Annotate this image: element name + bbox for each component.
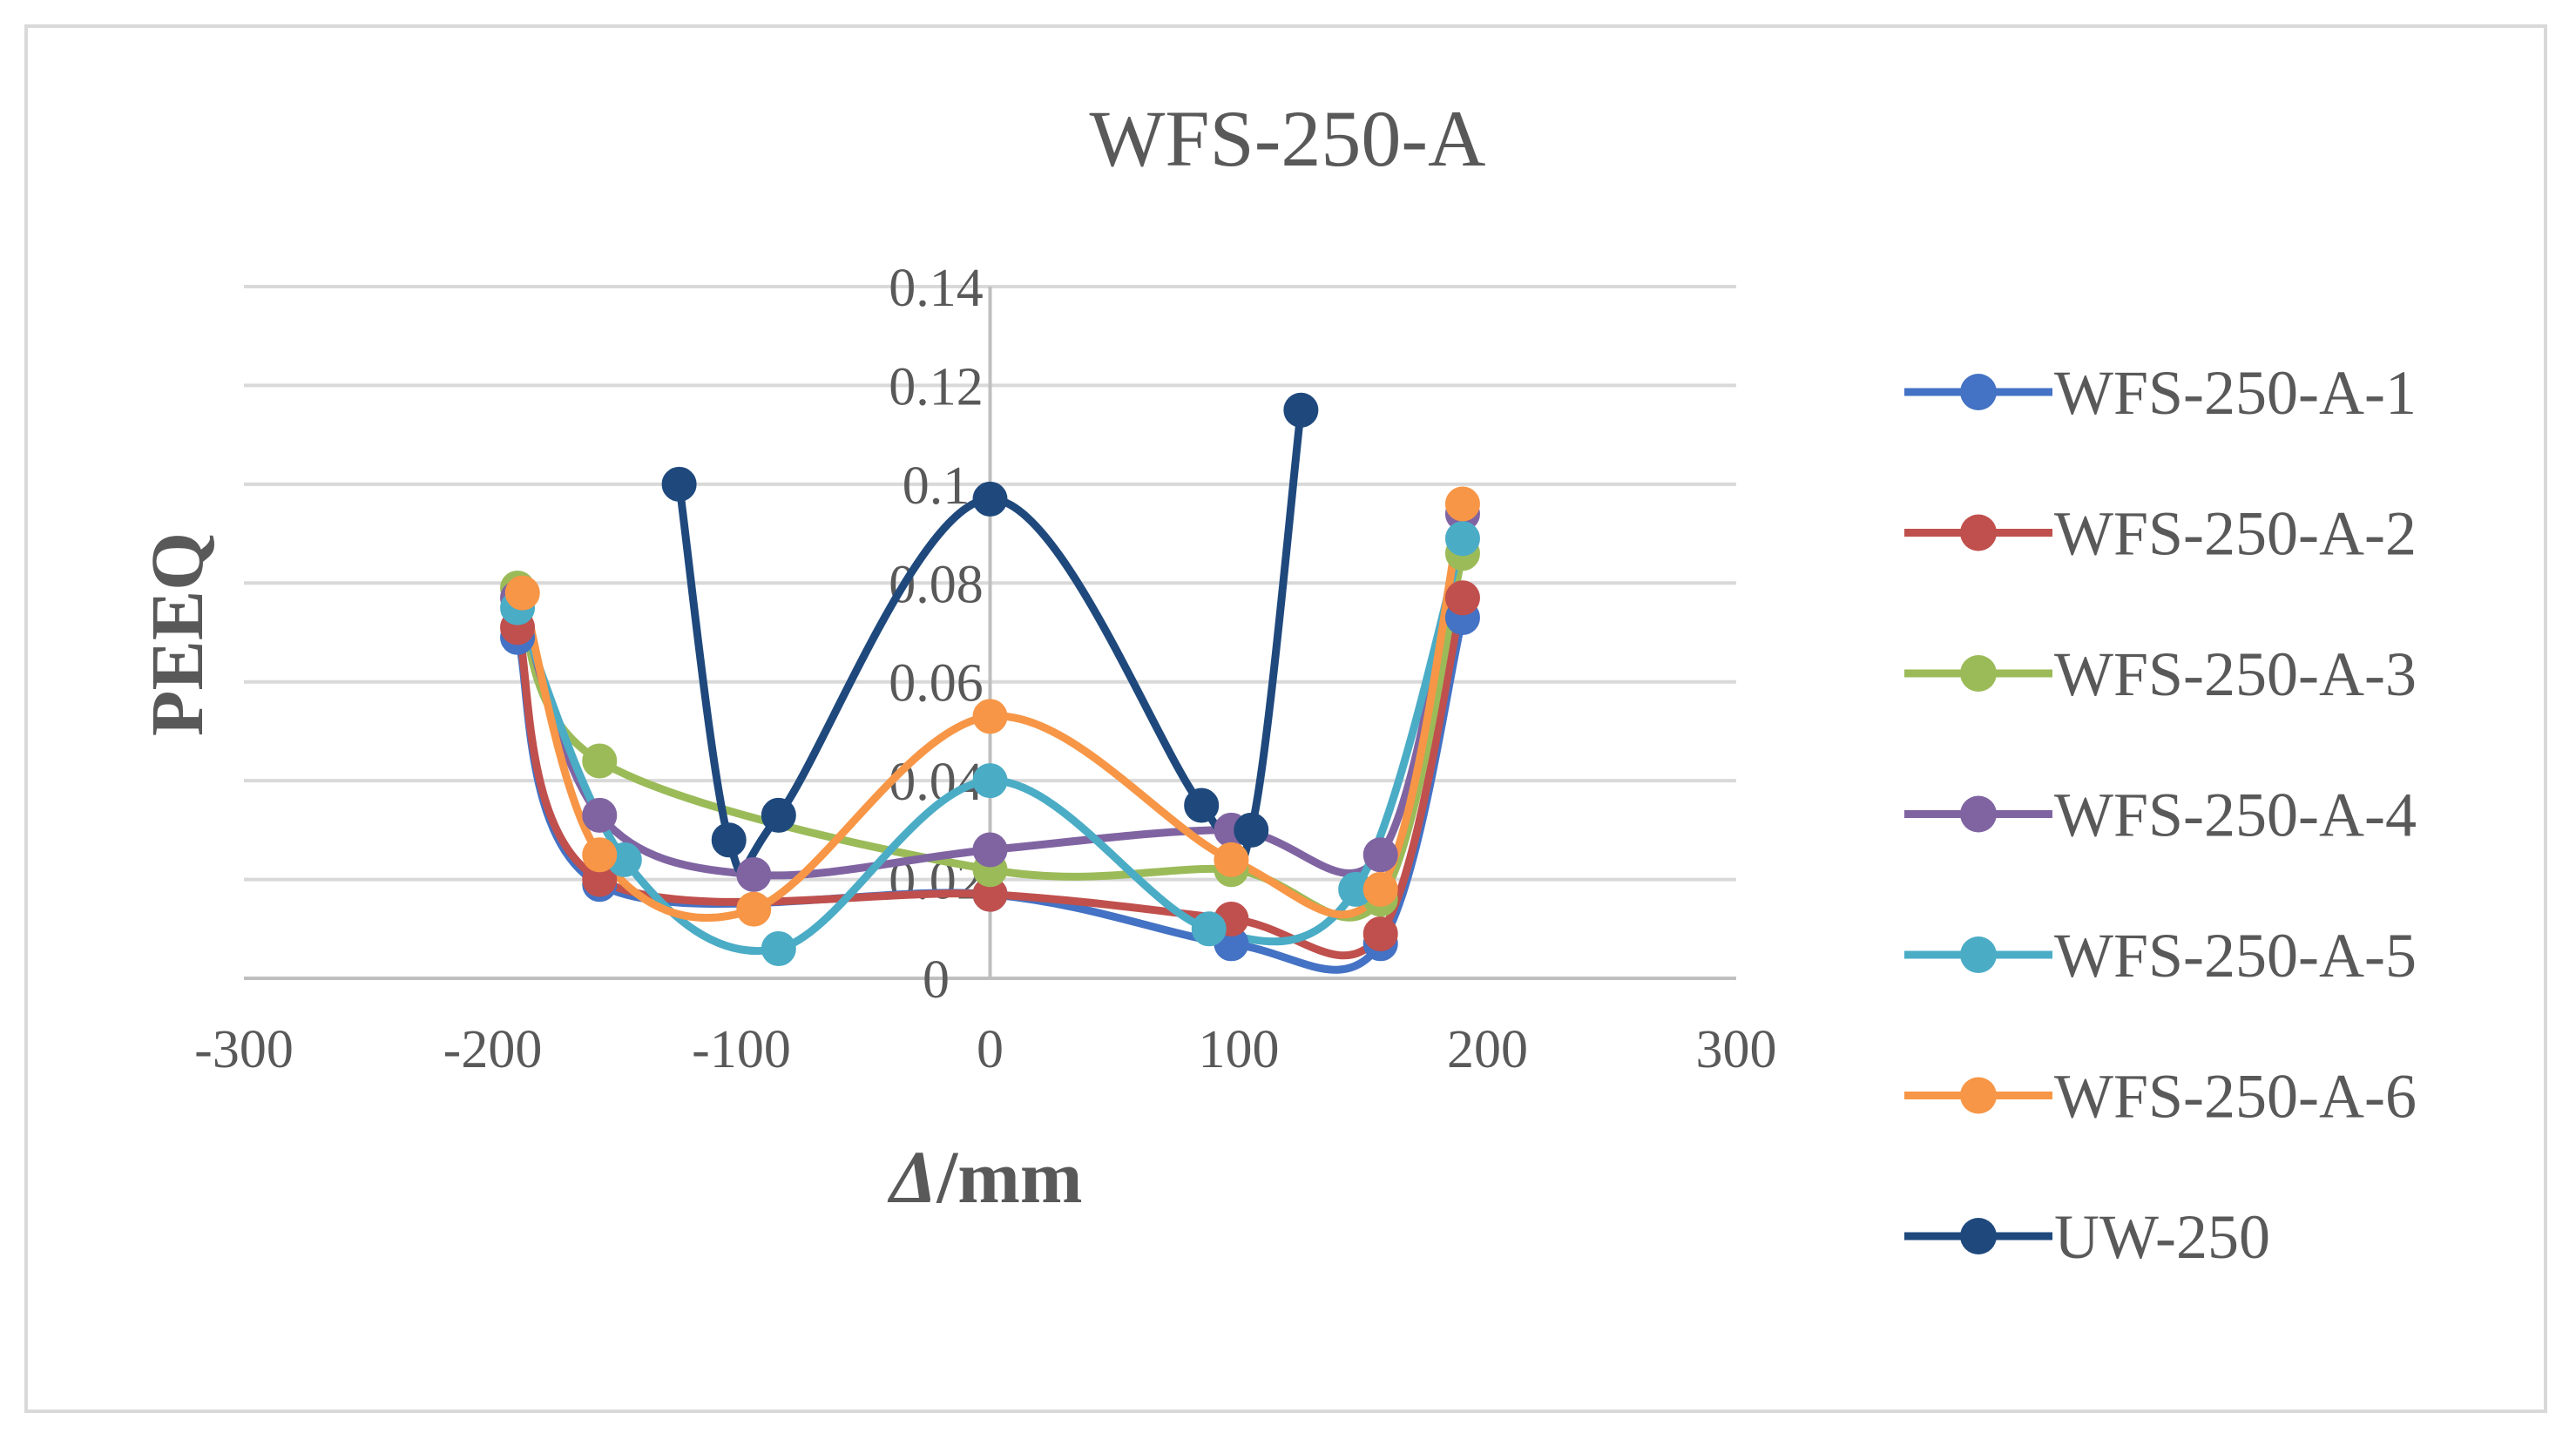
data-point [761, 930, 796, 966]
legend-item: UW-250 [1904, 1202, 2270, 1272]
y-tick-label: 0.12 [889, 357, 984, 416]
data-point [972, 699, 1008, 734]
data-point [1191, 911, 1227, 947]
legend-label: WFS-250-A-6 [2054, 1062, 2417, 1132]
data-point [504, 575, 540, 611]
data-point [661, 466, 697, 502]
x-tick-label: -200 [443, 1020, 543, 1079]
data-point [761, 797, 796, 833]
data-point [582, 797, 618, 833]
data-point [1184, 788, 1220, 823]
legend-item: WFS-250-A-4 [1904, 781, 2417, 850]
legend-swatch-marker [1960, 655, 1997, 692]
data-point [1362, 916, 1398, 951]
legend-label: WFS-250-A-1 [2054, 358, 2417, 428]
legend-label: WFS-250-A-2 [2054, 499, 2417, 569]
y-tick-label: 0.1 [903, 456, 970, 516]
y-tick-label: 0 [923, 950, 950, 1010]
chart-frame [24, 24, 2547, 1413]
series-markers [500, 392, 1480, 966]
x-tick-label: 300 [1696, 1020, 1777, 1079]
chart-title: WFS-250-A [1090, 94, 1486, 183]
x-tick-label: 0 [977, 1020, 1004, 1079]
y-axis-label: PEEQ [135, 532, 219, 736]
data-point [1444, 486, 1480, 522]
data-point [736, 856, 772, 892]
x-tick-label: -300 [194, 1020, 294, 1079]
data-point [1283, 392, 1319, 428]
x-axis-label-symbol: Δ [887, 1135, 936, 1219]
data-point [1444, 580, 1480, 616]
legend-swatch-marker [1960, 936, 1997, 973]
legend-label: WFS-250-A-5 [2054, 921, 2417, 990]
legend-swatch-marker [1960, 1077, 1997, 1114]
legend-item: WFS-250-A-2 [1904, 499, 2417, 569]
legend-item: WFS-250-A-1 [1904, 358, 2417, 428]
x-tick-label: 200 [1447, 1020, 1528, 1079]
legend-item: WFS-250-A-6 [1904, 1062, 2417, 1132]
legend-label: UW-250 [2054, 1202, 2270, 1272]
x-tick-label: -100 [692, 1020, 791, 1079]
data-point [972, 763, 1008, 799]
data-point [1362, 871, 1398, 907]
data-point [972, 832, 1008, 868]
legend-item: WFS-250-A-5 [1904, 921, 2417, 990]
data-point [711, 822, 747, 858]
legend: WFS-250-A-1 WFS-250-A-2 WFS-250-A-3 WFS-250… [1904, 358, 2417, 1272]
x-axis-label-unit: /mm [936, 1135, 1082, 1219]
legend-swatch-marker [1960, 374, 1997, 410]
legend-item: WFS-250-A-3 [1904, 639, 2417, 709]
series-line [513, 593, 1467, 960]
y-tick-label: 0.14 [889, 259, 984, 318]
data-point [1444, 521, 1480, 557]
data-point [736, 891, 772, 927]
data-point [1362, 837, 1398, 873]
data-point [582, 837, 618, 873]
x-axis-label: Δ/mm [887, 1135, 1082, 1219]
data-point [1214, 842, 1249, 877]
x-tick-label: 100 [1199, 1020, 1280, 1079]
legend-swatch-marker [1960, 795, 1997, 833]
legend-label: WFS-250-A-4 [2054, 781, 2417, 850]
legend-swatch-marker [1960, 1218, 1997, 1254]
y-tick-label: 0.06 [889, 654, 984, 713]
data-point [972, 481, 1008, 517]
data-point [1234, 812, 1269, 848]
legend-label: WFS-250-A-3 [2054, 639, 2417, 709]
data-point [582, 743, 618, 779]
legend-swatch-marker [1960, 514, 1997, 551]
x-tick-labels: -300 -200 -100 0 100 200 300 [194, 1020, 1776, 1079]
